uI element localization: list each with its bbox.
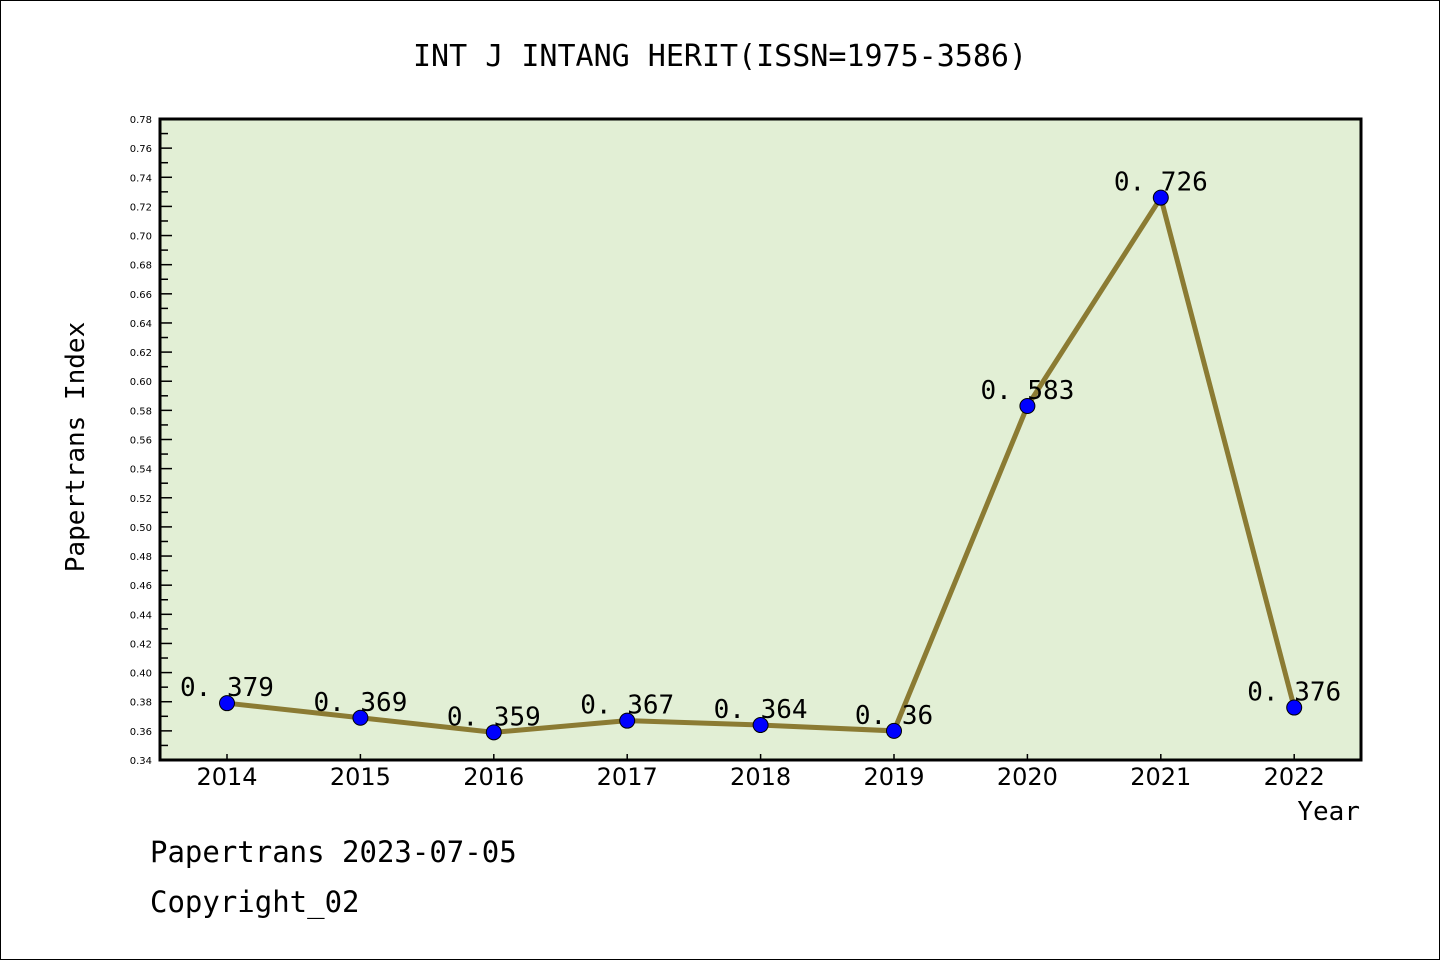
data-label: 0. 369: [313, 688, 407, 718]
x-tick-label: 2021: [1130, 763, 1191, 791]
y-tick-label: 0.68: [130, 261, 152, 272]
y-tick-label: 0.54: [130, 465, 152, 476]
y-tick-label: 0.56: [130, 436, 152, 447]
data-point: [752, 717, 769, 734]
x-tick-label: 2019: [863, 763, 924, 791]
data-point: [1152, 189, 1169, 206]
x-tick-label: 2022: [1264, 763, 1325, 791]
footer-copyright: Copyright_02: [150, 885, 360, 919]
y-tick-label: 0.58: [130, 406, 152, 417]
y-tick-label: 0.66: [130, 290, 152, 301]
y-tick-label: 0.42: [130, 639, 152, 650]
x-tick-label: 2018: [730, 763, 791, 791]
x-tick-label: 2017: [597, 763, 658, 791]
data-point: [219, 695, 235, 712]
data-point: [886, 722, 902, 739]
data-label: 0. 359: [447, 702, 541, 732]
data-point: [1019, 397, 1036, 414]
footer-date: Papertrans 2023-07-05: [150, 835, 517, 869]
data-point: [1286, 699, 1303, 716]
x-tick-label: 2015: [330, 763, 391, 791]
y-tick-label: 0.74: [130, 173, 152, 184]
chart-title: INT J INTANG HERIT(ISSN=1975-3586): [413, 39, 1027, 74]
y-tick-label: 0.46: [130, 581, 152, 592]
y-tick-label: 0.38: [130, 698, 152, 709]
y-axis-label: Papertrans Index: [61, 322, 91, 572]
y-tick-label: 0.48: [130, 552, 152, 563]
y-tick-label: 0.60: [130, 377, 152, 388]
x-tick-label: 2020: [997, 763, 1058, 791]
y-tick-label: 0.62: [130, 348, 152, 359]
y-tick-label: 0.70: [130, 232, 152, 243]
data-label: 0. 376: [1247, 678, 1341, 708]
y-tick-label: 0.44: [130, 610, 152, 621]
data-point: [619, 712, 636, 729]
plot-area: [160, 119, 1361, 760]
data-label: 0. 36: [855, 701, 933, 731]
y-tick-label: 0.72: [130, 202, 152, 213]
data-label: 0. 367: [580, 691, 674, 721]
data-label: 0. 583: [980, 376, 1074, 406]
plot-border: [158, 117, 1363, 762]
data-label: 0. 379: [180, 673, 274, 703]
y-tick-label: 0.34: [130, 756, 152, 767]
y-tick-label: 0.64: [130, 319, 152, 330]
y-tick-label: 0.36: [130, 727, 152, 738]
y-tick-label: 0.52: [130, 494, 152, 505]
y-tick-label: 0.40: [130, 669, 152, 680]
x-tick-label: 2016: [463, 763, 524, 791]
x-tick-label: 2014: [196, 763, 257, 791]
y-tick-label: 0.50: [130, 523, 152, 534]
y-tick-label: 0.76: [130, 144, 152, 155]
data-label: 0. 364: [714, 695, 808, 725]
data-point: [485, 724, 502, 741]
y-tick-label: 0.78: [130, 115, 152, 126]
x-axis-label: Year: [1297, 797, 1360, 827]
data-point: [352, 709, 369, 726]
data-label: 0. 726: [1114, 168, 1208, 198]
